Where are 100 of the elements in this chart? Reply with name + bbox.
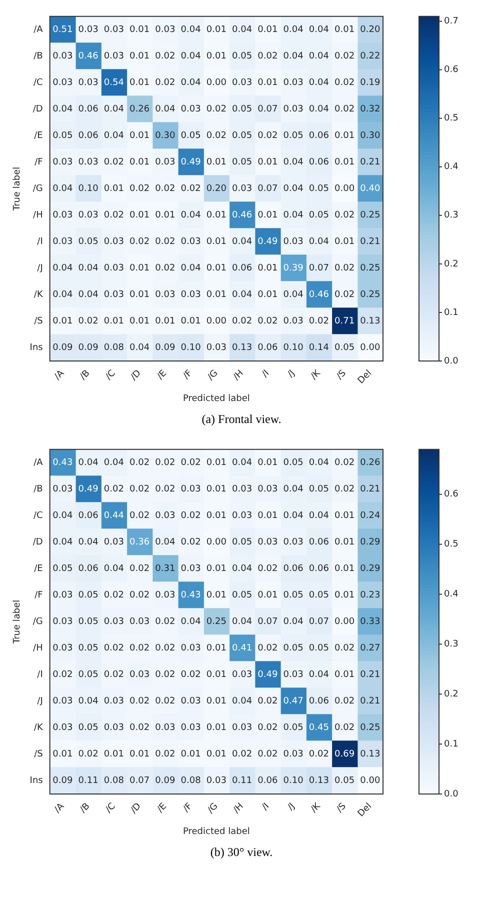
data-label: 0.02 (130, 564, 150, 574)
data-label: 0.05 (232, 52, 252, 62)
x-tick-label: /E (156, 368, 170, 382)
data-label: 0.04 (308, 24, 330, 35)
data-label: 0.25 (360, 264, 380, 274)
data-label: 0.09 (52, 776, 73, 786)
data-label: 0.13 (232, 343, 252, 354)
data-label: 0.01 (180, 316, 201, 327)
data-label: 0.45 (308, 723, 329, 734)
data-label: 0.06 (78, 511, 99, 522)
data-label: 0.02 (206, 104, 226, 115)
data-label: 0.01 (206, 670, 226, 680)
data-label: 0.06 (258, 776, 278, 786)
data-label: 0.03 (206, 776, 226, 786)
x-tick-label: /B (78, 802, 92, 816)
data-label: 0.10 (283, 776, 304, 786)
data-label: 0.05 (180, 131, 201, 142)
data-label: 0.02 (232, 750, 252, 760)
data-label: 0.01 (334, 237, 355, 248)
data-label: 0.30 (360, 131, 380, 142)
data-label: 0.03 (104, 264, 124, 274)
data-label: 0.01 (52, 316, 73, 327)
data-label: 0.02 (308, 316, 329, 327)
x-tick-label: /G (206, 368, 220, 383)
y-tick-label: /C (34, 78, 43, 88)
data-label: 0.02 (155, 644, 176, 654)
data-label: 0.03 (206, 343, 226, 354)
data-label: 0.02 (258, 131, 278, 142)
data-label: 0.06 (78, 131, 99, 142)
data-label: 0.25 (206, 617, 226, 628)
x-tick-label: /C (104, 802, 118, 816)
data-label: 0.44 (104, 511, 124, 522)
data-label: 0.01 (130, 131, 150, 142)
data-label: 0.02 (334, 290, 355, 300)
data-label: 0.01 (180, 750, 201, 760)
data-label: 0.06 (283, 564, 304, 574)
data-label: 0.03 (232, 670, 252, 680)
data-label: 0.03 (78, 78, 98, 88)
data-label: 0.04 (283, 52, 304, 62)
data-label: 0.03 (180, 564, 201, 574)
data-label: 0.49 (180, 158, 202, 168)
data-label: 0.30 (155, 131, 176, 142)
y-tick-label: /H (33, 644, 43, 654)
data-label: 0.46 (308, 290, 330, 300)
data-label: 0.54 (104, 78, 124, 88)
data-label: 0.01 (52, 750, 73, 760)
data-label: 0.05 (308, 210, 329, 221)
data-label: 0.02 (155, 617, 176, 628)
x-axis-title: Predicted label (182, 826, 250, 837)
x-tick-label: /H (232, 368, 246, 383)
data-label: 0.19 (360, 78, 380, 88)
data-label: 0.03 (155, 511, 176, 522)
data-label: 0.14 (308, 343, 330, 354)
data-label: 0.04 (283, 184, 304, 194)
x-tick-label: /S (335, 801, 349, 815)
data-label: 0.05 (52, 564, 73, 574)
y-tick-label: /E (34, 131, 44, 142)
data-label: 0.03 (52, 237, 73, 248)
x-tick-label: /B (78, 368, 92, 382)
data-label: 0.05 (232, 538, 252, 548)
data-label: 0.01 (258, 590, 278, 601)
data-label: 0.03 (52, 644, 73, 654)
data-label: 0.04 (78, 290, 99, 300)
data-label: 0.11 (232, 776, 252, 786)
data-label: 0.07 (258, 104, 278, 115)
data-label: 0.02 (180, 538, 201, 548)
data-label: 0.03 (78, 210, 98, 221)
data-label: 0.02 (130, 484, 150, 495)
data-label: 0.03 (283, 237, 304, 248)
y-tick-label: /G (32, 184, 43, 194)
data-label: 0.06 (308, 131, 330, 142)
data-label: 0.03 (180, 290, 201, 300)
data-label: 0.36 (130, 538, 150, 548)
color-bar-label: 0.0 (444, 789, 459, 800)
data-label: 0.01 (258, 24, 278, 35)
data-label: 0.01 (334, 590, 355, 601)
data-label: 0.04 (283, 210, 304, 221)
data-label: 0.05 (308, 644, 329, 654)
data-label: 0.02 (334, 78, 355, 88)
data-label: 0.02 (258, 564, 278, 574)
data-label: 0.04 (283, 24, 304, 35)
data-label: 0.01 (206, 24, 226, 35)
data-label: 0.02 (130, 723, 150, 734)
data-label: 0.26 (130, 104, 150, 115)
data-label: 0.02 (130, 511, 150, 522)
data-label: 0.02 (104, 644, 124, 654)
data-label: 0.03 (78, 158, 98, 168)
data-label: 0.02 (155, 750, 176, 760)
data-label: 0.07 (258, 184, 278, 194)
data-label: 0.03 (232, 511, 252, 522)
data-label: 0.04 (180, 78, 202, 88)
y-tick-label: /A (34, 24, 44, 35)
data-label: 0.04 (180, 210, 202, 221)
data-label: 0.03 (104, 290, 124, 300)
x-tick-label: Del (356, 368, 374, 386)
data-label: 0.01 (206, 52, 226, 62)
data-label: 0.04 (232, 237, 252, 248)
data-label: 0.02 (334, 696, 355, 707)
data-label: 0.03 (104, 52, 124, 62)
data-label: 0.02 (130, 237, 150, 248)
